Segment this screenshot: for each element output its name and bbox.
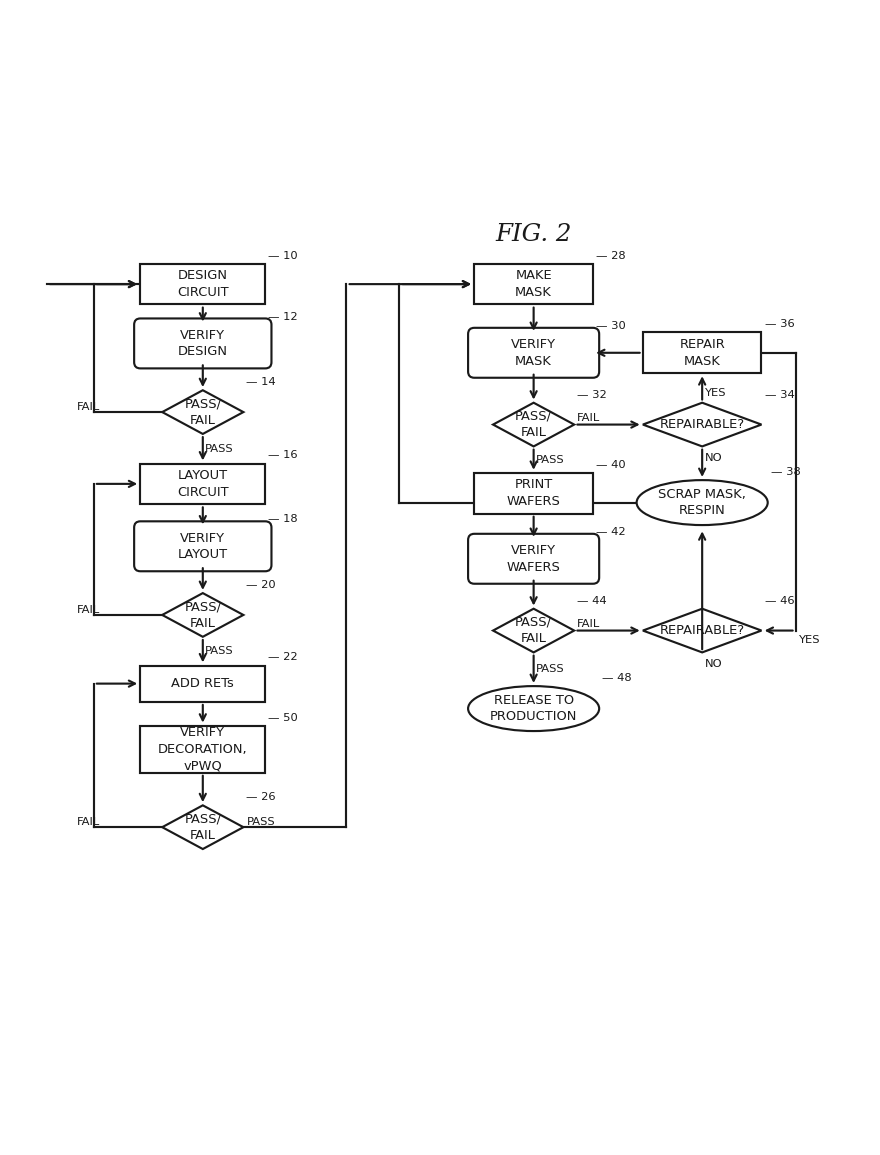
Text: — 42: — 42 [596,527,626,537]
Text: PASS: PASS [246,818,275,827]
Polygon shape [162,805,244,849]
Ellipse shape [636,480,767,526]
Text: SCRAP MASK,
RESPIN: SCRAP MASK, RESPIN [658,487,746,517]
FancyBboxPatch shape [134,521,271,572]
Text: — 34: — 34 [765,389,795,400]
Text: — 50: — 50 [268,713,298,723]
Text: — 18: — 18 [268,514,298,524]
Text: — 20: — 20 [246,580,276,590]
Text: NO: NO [705,658,722,669]
Text: REPAIR
MASK: REPAIR MASK [679,338,725,367]
Text: VERIFY
WAFERS: VERIFY WAFERS [507,544,561,574]
Text: VERIFY
DECORATION,
vPWQ: VERIFY DECORATION, vPWQ [158,726,247,773]
Text: — 26: — 26 [246,792,276,803]
Text: PASS/
FAIL: PASS/ FAIL [515,616,552,646]
Text: — 48: — 48 [602,673,632,683]
Text: FAIL: FAIL [577,413,600,424]
FancyBboxPatch shape [141,263,265,305]
Text: VERIFY
DESIGN: VERIFY DESIGN [178,329,228,358]
Text: PASS: PASS [536,664,564,675]
Text: FAIL: FAIL [77,605,99,614]
Text: FIG. 2: FIG. 2 [495,223,572,246]
FancyBboxPatch shape [643,333,761,373]
Polygon shape [643,609,761,653]
Text: FAIL: FAIL [77,402,99,412]
FancyBboxPatch shape [468,328,599,378]
Text: LAYOUT
CIRCUIT: LAYOUT CIRCUIT [177,469,229,499]
Text: — 32: — 32 [577,389,607,400]
Text: VERIFY
MASK: VERIFY MASK [511,338,556,367]
Text: — 46: — 46 [765,596,795,605]
Text: — 44: — 44 [577,596,607,605]
FancyBboxPatch shape [141,463,265,504]
Text: PASS/
FAIL: PASS/ FAIL [515,410,552,439]
Text: — 22: — 22 [268,653,298,662]
Text: PASS: PASS [205,444,233,454]
Text: — 38: — 38 [771,467,801,477]
Polygon shape [643,403,761,447]
Text: PRINT
WAFERS: PRINT WAFERS [507,478,561,508]
FancyBboxPatch shape [474,263,593,305]
Text: DESIGN
CIRCUIT: DESIGN CIRCUIT [177,269,229,299]
FancyBboxPatch shape [141,725,265,773]
Text: PASS: PASS [536,455,564,464]
Text: — 14: — 14 [246,378,276,387]
Text: FAIL: FAIL [77,818,99,827]
Text: — 30: — 30 [596,321,626,331]
Text: — 28: — 28 [596,251,626,261]
Text: PASS/
FAIL: PASS/ FAIL [184,601,221,629]
Ellipse shape [468,686,599,731]
Text: FAIL: FAIL [577,619,600,629]
Polygon shape [162,390,244,434]
FancyBboxPatch shape [141,665,265,702]
FancyBboxPatch shape [474,472,593,514]
Text: NO: NO [705,453,722,463]
Text: — 40: — 40 [596,460,626,470]
Text: PASS/
FAIL: PASS/ FAIL [184,397,221,427]
Text: RELEASE TO
PRODUCTION: RELEASE TO PRODUCTION [490,694,577,723]
Text: — 12: — 12 [268,312,298,321]
Text: YES: YES [705,388,727,398]
FancyBboxPatch shape [134,319,271,368]
Text: — 16: — 16 [268,450,298,461]
Text: PASS: PASS [205,646,233,656]
Text: ADD RETs: ADD RETs [172,677,234,691]
Text: REPAIRABLE?: REPAIRABLE? [660,624,744,638]
Text: REPAIRABLE?: REPAIRABLE? [660,418,744,431]
Polygon shape [493,609,575,653]
FancyBboxPatch shape [468,534,599,583]
Text: YES: YES [799,635,820,644]
Polygon shape [162,594,244,636]
Text: PASS/
FAIL: PASS/ FAIL [184,812,221,842]
Text: MAKE
MASK: MAKE MASK [515,269,552,299]
Text: — 10: — 10 [268,251,298,261]
Polygon shape [493,403,575,447]
Text: — 36: — 36 [765,320,795,329]
Text: VERIFY
LAYOUT: VERIFY LAYOUT [178,531,228,561]
